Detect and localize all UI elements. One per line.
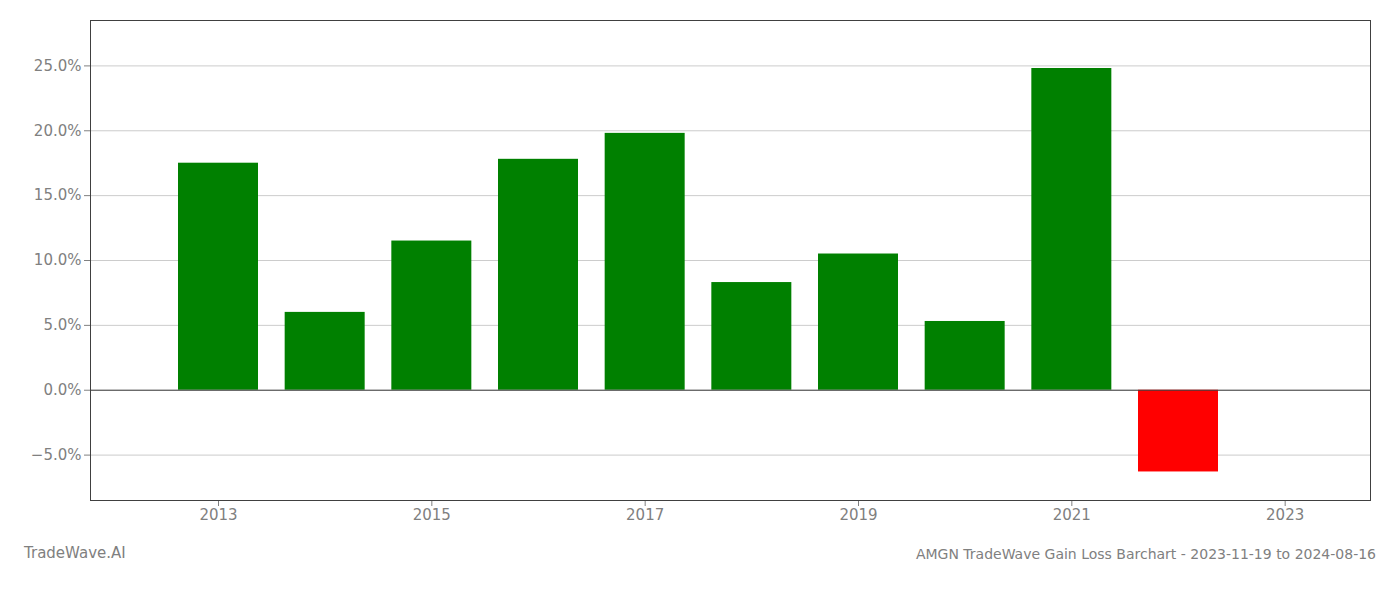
svg-text:25.0%: 25.0% <box>34 57 82 75</box>
svg-text:2015: 2015 <box>413 506 451 524</box>
svg-text:10.0%: 10.0% <box>34 251 82 269</box>
svg-text:−5.0%: −5.0% <box>31 446 82 464</box>
svg-text:15.0%: 15.0% <box>34 186 82 204</box>
html-text:TradeWave.AI: TradeWave.AI <box>24 544 126 562</box>
svg-text:5.0%: 5.0% <box>43 316 81 334</box>
svg-text:2013: 2013 <box>199 506 237 524</box>
svg-text:20.0%: 20.0% <box>34 122 82 140</box>
svg-text:2017: 2017 <box>626 506 664 524</box>
svg-text:2019: 2019 <box>839 506 877 524</box>
svg-text:2021: 2021 <box>1053 506 1091 524</box>
svg-text:2023: 2023 <box>1266 506 1304 524</box>
html-text:AMGN TradeWave Gain Loss Barch: AMGN TradeWave Gain Loss Barchart - 2023… <box>915 546 1376 562</box>
svg-text:0.0%: 0.0% <box>43 381 81 399</box>
